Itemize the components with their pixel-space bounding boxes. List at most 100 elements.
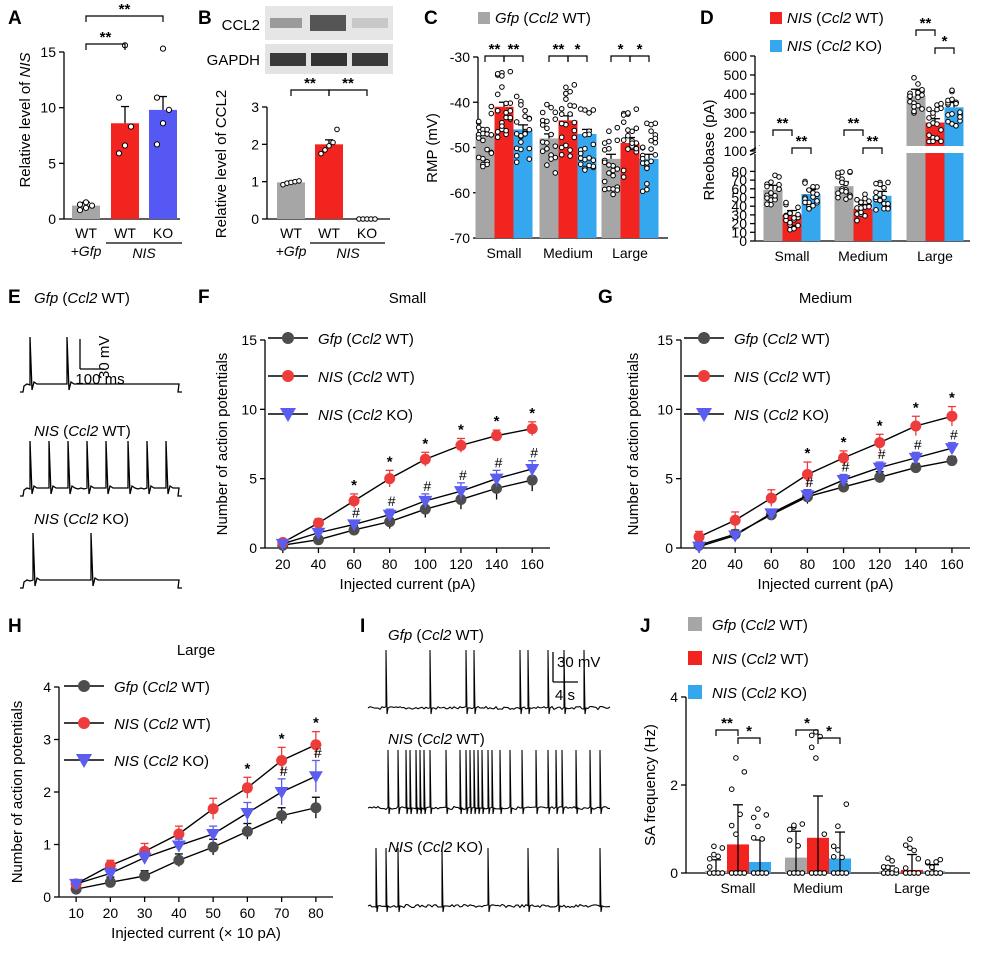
panel-d-sig-1-0: ** <box>843 115 864 136</box>
panel-d-point-1-2-12 <box>873 180 879 187</box>
panel-c-point-2-2-14 <box>648 128 654 134</box>
panel-f-ytick-label-2: 10 <box>241 401 257 417</box>
panel-g-hash-0: # <box>806 474 814 490</box>
panel-j-point-0-0-11 <box>719 845 726 851</box>
panel-c-point-2-0-5 <box>606 162 612 168</box>
panel-c-point-1-0-15 <box>552 170 559 176</box>
panel-b-ytick-label-0: 0 <box>251 211 259 227</box>
panel-j-error-up-0-2 <box>755 839 765 862</box>
panel-d-sig-0-0-line <box>772 129 793 136</box>
panel-d-point-2-1-8 <box>926 122 932 128</box>
panel-f-legend-label-1-part-1: ( <box>343 369 352 386</box>
panel-f-legend-marker-1 <box>282 370 294 382</box>
panel-d-point-0-2-15 <box>814 191 820 198</box>
panel-i-scale-v-label: 30 mV <box>557 654 600 671</box>
panel-h-marker-2-6 <box>274 787 289 799</box>
panel-h-legend-label-1-part-2: Ccl2 <box>148 716 179 733</box>
panel-a-sig-0-line <box>85 43 126 50</box>
panel-d-sig-2-0-line <box>915 29 936 36</box>
panel-a-y-label: Relative level of NIS <box>17 52 34 187</box>
panel-d-point-2-0-17 <box>911 108 917 115</box>
panel-j-legend-label-1: NIS (Ccl2 WT) <box>712 651 809 668</box>
panel-d-point-0-0-16 <box>764 183 770 190</box>
panel-c-sig-0-0-label: ** <box>489 41 501 58</box>
panel-d-point-2-1-14 <box>934 106 940 113</box>
panel-e-label-gfp-part-0: Gfp <box>34 290 58 307</box>
panel-c-point-1-2-7 <box>590 107 597 113</box>
panel-b-point-1-0 <box>318 150 324 157</box>
panel-g-ytick-label-2: 10 <box>657 401 673 417</box>
panel-c-sig-1-1: * <box>567 41 588 62</box>
panel-d-bar-1-1 <box>853 208 873 241</box>
panel-j-sig-1-0: * <box>795 715 819 736</box>
panel-a-y-label-part-1: NIS <box>17 52 34 77</box>
panel-h-legend-label-1-part-1: ( <box>139 716 148 733</box>
panel-h-legend: Gfp (Ccl2 WT)NIS (Ccl2 WT)NIS (Ccl2 KO) <box>64 679 211 770</box>
blot-label-ccl2: CCL2 <box>222 17 260 34</box>
panel-f-legend-label-0: Gfp (Ccl2 WT) <box>318 331 414 348</box>
panel-c-point-1-1-1 <box>563 84 569 91</box>
panel-h-legend-marker-0 <box>78 680 90 692</box>
panel-h-legend-label-1-part-3: WT) <box>178 716 210 733</box>
panel-a-point-0-2 <box>88 202 96 209</box>
panel-h-star-2: * <box>313 715 319 732</box>
panel-d-legend-nis-wt-part-0: NIS <box>787 10 812 27</box>
panel-d-sig-1-0-label: ** <box>848 115 860 132</box>
panel-c-sig-2-1: * <box>629 41 650 62</box>
panel-d-legend-nis-wt: NIS (Ccl2 WT) <box>787 10 884 27</box>
panel-g-xtick-label-5: 120 <box>868 556 892 572</box>
panel-d-legend-nis-ko-part-1: ( <box>812 38 821 55</box>
panel-c-point-1-1-21 <box>563 90 569 97</box>
panel-c-point-1-2-16 <box>577 150 584 157</box>
panel-c-point-1-0-5 <box>544 162 550 168</box>
blot-band-gapdh-gfp <box>270 53 306 66</box>
panel-d-point-0-2-9 <box>806 205 812 212</box>
panel-j-point-0-1-13 <box>733 831 739 837</box>
panel-d-point-1-1-12 <box>854 217 860 224</box>
panel-j-point-1-2-8 <box>830 843 837 850</box>
panel-j-legend-label-2-part-2: Ccl2 <box>746 685 777 702</box>
panel-i-label-nis-wt-part-1: ( <box>413 731 422 748</box>
panel-j-sig-1-0-label: * <box>804 715 810 732</box>
panel-j-point-2-2-7 <box>937 870 944 876</box>
panel-b-ytick-label-2: 2 <box>251 136 259 152</box>
panel-f-hash-4: # <box>495 454 503 470</box>
panel-g-marker-2-4 <box>836 475 851 488</box>
panel-g-hash-2: # <box>878 446 886 462</box>
panel-c-point-0-2-20 <box>513 131 520 137</box>
panel-g-xtick-label-3: 80 <box>800 556 816 572</box>
panel-d-point-1-2-16 <box>873 207 879 213</box>
panel-a-ytick-label-0: 0 <box>48 211 56 227</box>
panel-c-point-0-1-4 <box>494 70 501 77</box>
panel-d-point-1-0-12 <box>835 190 841 197</box>
panel-j-sig-1-1: * <box>817 723 841 744</box>
panel-i-scale-t-label: 4 s <box>555 687 575 704</box>
panel-j-point-0-1-12 <box>728 786 735 792</box>
panel-c-point-0-2-17 <box>518 139 524 145</box>
panel-h-title: Large <box>177 642 215 659</box>
panel-j-point-1-1-7 <box>821 870 828 876</box>
panel-e-label-gfp-part-2: Ccl2 <box>67 290 98 307</box>
panel-a-group-nis-part-0: NIS <box>132 245 156 261</box>
panel-i-label-nis-wt-part-3: WT) <box>452 731 484 748</box>
panel-f-xtick-label-7: 160 <box>521 556 545 572</box>
panel-d-point-0-1-7 <box>795 222 801 229</box>
panel-c-point-0-2-12 <box>513 159 520 165</box>
panel-f-legend-marker-2 <box>280 408 296 422</box>
panel-j-legend-label-2-part-3: KO) <box>776 685 807 702</box>
panel-c-point-2-1-0 <box>620 174 627 180</box>
panel-h-hash-0: # <box>280 763 288 779</box>
panel-f-legend-label-1-part-2: Ccl2 <box>352 369 383 386</box>
panel-c-legend-gfp-part-0: Gfp <box>495 10 519 27</box>
panel-c-point-0-1-11 <box>507 68 514 75</box>
panel-j-point-2-2-13 <box>929 864 935 871</box>
panel-h-marker-2-3 <box>171 840 186 853</box>
panel-f-legend-label-0-part-1: ( <box>342 331 351 348</box>
panel-j-point-1-1-12 <box>808 744 815 751</box>
panel-h-series-line-0 <box>75 807 317 890</box>
panel-c-point-1-1-2 <box>567 153 573 159</box>
panel-f-xtick-label-0: 20 <box>275 556 291 572</box>
